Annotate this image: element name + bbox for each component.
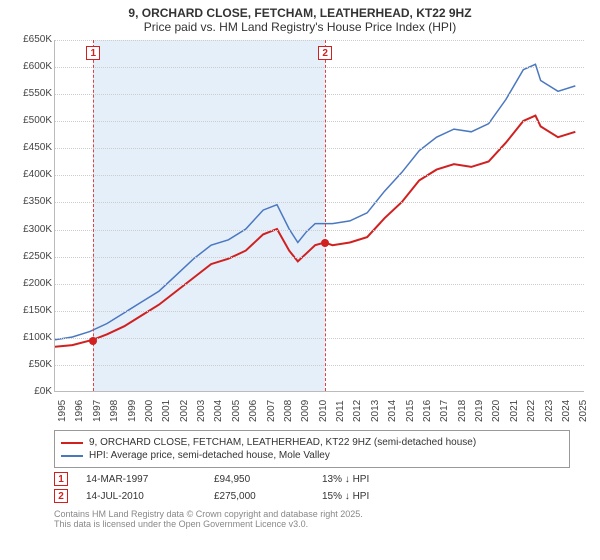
x-axis-label: 1999 [127,400,138,422]
x-axis-label: 2011 [335,400,346,422]
footer-line-1: Contains HM Land Registry data © Crown c… [54,509,570,519]
y-axis-label: £550K [10,88,52,99]
series-property_price [55,116,575,347]
x-axis-label: 2010 [318,400,329,422]
footer-line-2: This data is licensed under the Open Gov… [54,519,570,529]
y-axis-label: £400K [10,169,52,180]
x-axis-label: 2016 [422,400,433,422]
y-axis-label: £50K [10,359,52,370]
y-axis-label: £450K [10,142,52,153]
sale-price: £94,950 [214,474,304,485]
x-axis-label: 2017 [439,400,450,422]
legend-swatch [61,455,83,457]
sale-marker-box: 1 [86,46,100,60]
y-axis-label: £650K [10,34,52,45]
x-axis-label: 1996 [74,400,85,422]
x-axis-label: 2024 [561,400,572,422]
sale-row: 2 14-JUL-2010 £275,000 15% ↓ HPI [54,489,570,503]
x-axis-label: 2023 [544,400,555,422]
x-axis-label: 2013 [370,400,381,422]
chart-title: 9, ORCHARD CLOSE, FETCHAM, LEATHERHEAD, … [0,0,600,20]
x-axis-label: 2005 [231,400,242,422]
y-axis-label: £350K [10,196,52,207]
y-axis-label: £200K [10,278,52,289]
sale-row: 1 14-MAR-1997 £94,950 13% ↓ HPI [54,472,570,486]
x-axis-label: 1998 [109,400,120,422]
x-axis-label: 2001 [161,400,172,422]
sale-row-marker: 1 [54,472,68,486]
y-axis-label: £0K [10,386,52,397]
y-axis-label: £100K [10,332,52,343]
y-axis-label: £150K [10,305,52,316]
sale-row-marker: 2 [54,489,68,503]
x-axis-label: 2022 [526,400,537,422]
x-axis-label: 2003 [196,400,207,422]
legend-swatch [61,442,83,444]
legend-item: 9, ORCHARD CLOSE, FETCHAM, LEATHERHEAD, … [61,437,563,448]
sale-dot [89,337,97,345]
sale-vline [325,40,326,391]
x-axis-label: 2002 [179,400,190,422]
sale-date: 14-MAR-1997 [86,474,196,485]
chart-subtitle: Price paid vs. HM Land Registry's House … [0,20,600,34]
x-axis-label: 2006 [248,400,259,422]
x-axis-label: 2000 [144,400,155,422]
legend-label: HPI: Average price, semi-detached house,… [89,450,330,461]
y-axis-label: £250K [10,251,52,262]
y-axis-label: £300K [10,224,52,235]
x-axis-label: 2004 [213,400,224,422]
footer-attribution: Contains HM Land Registry data © Crown c… [54,509,570,529]
y-axis-label: £500K [10,115,52,126]
chart-area: 12 £0K£50K£100K£150K£200K£250K£300K£350K… [10,40,590,420]
sale-delta: 13% ↓ HPI [322,474,369,485]
sale-price: £275,000 [214,491,304,502]
x-axis-label: 2009 [300,400,311,422]
x-axis-label: 2007 [266,400,277,422]
x-axis-label: 2020 [491,400,502,422]
x-axis-label: 2018 [457,400,468,422]
x-axis-label: 2008 [283,400,294,422]
legend-label: 9, ORCHARD CLOSE, FETCHAM, LEATHERHEAD, … [89,437,476,448]
x-axis-label: 2014 [387,400,398,422]
sale-dot [321,239,329,247]
y-axis-label: £600K [10,61,52,72]
x-axis-label: 1997 [92,400,103,422]
legend-item: HPI: Average price, semi-detached house,… [61,450,563,461]
plot-region: 12 [54,40,584,392]
x-axis-label: 2012 [352,400,363,422]
x-axis-label: 2015 [405,400,416,422]
x-axis-label: 2021 [509,400,520,422]
sale-marker-box: 2 [318,46,332,60]
x-axis-label: 1995 [57,400,68,422]
sales-table: 1 14-MAR-1997 £94,950 13% ↓ HPI 2 14-JUL-2010… [54,472,570,503]
sale-date: 14-JUL-2010 [86,491,196,502]
x-axis-label: 2025 [578,400,589,422]
sale-delta: 15% ↓ HPI [322,491,369,502]
x-axis-label: 2019 [474,400,485,422]
legend: 9, ORCHARD CLOSE, FETCHAM, LEATHERHEAD, … [54,430,570,468]
